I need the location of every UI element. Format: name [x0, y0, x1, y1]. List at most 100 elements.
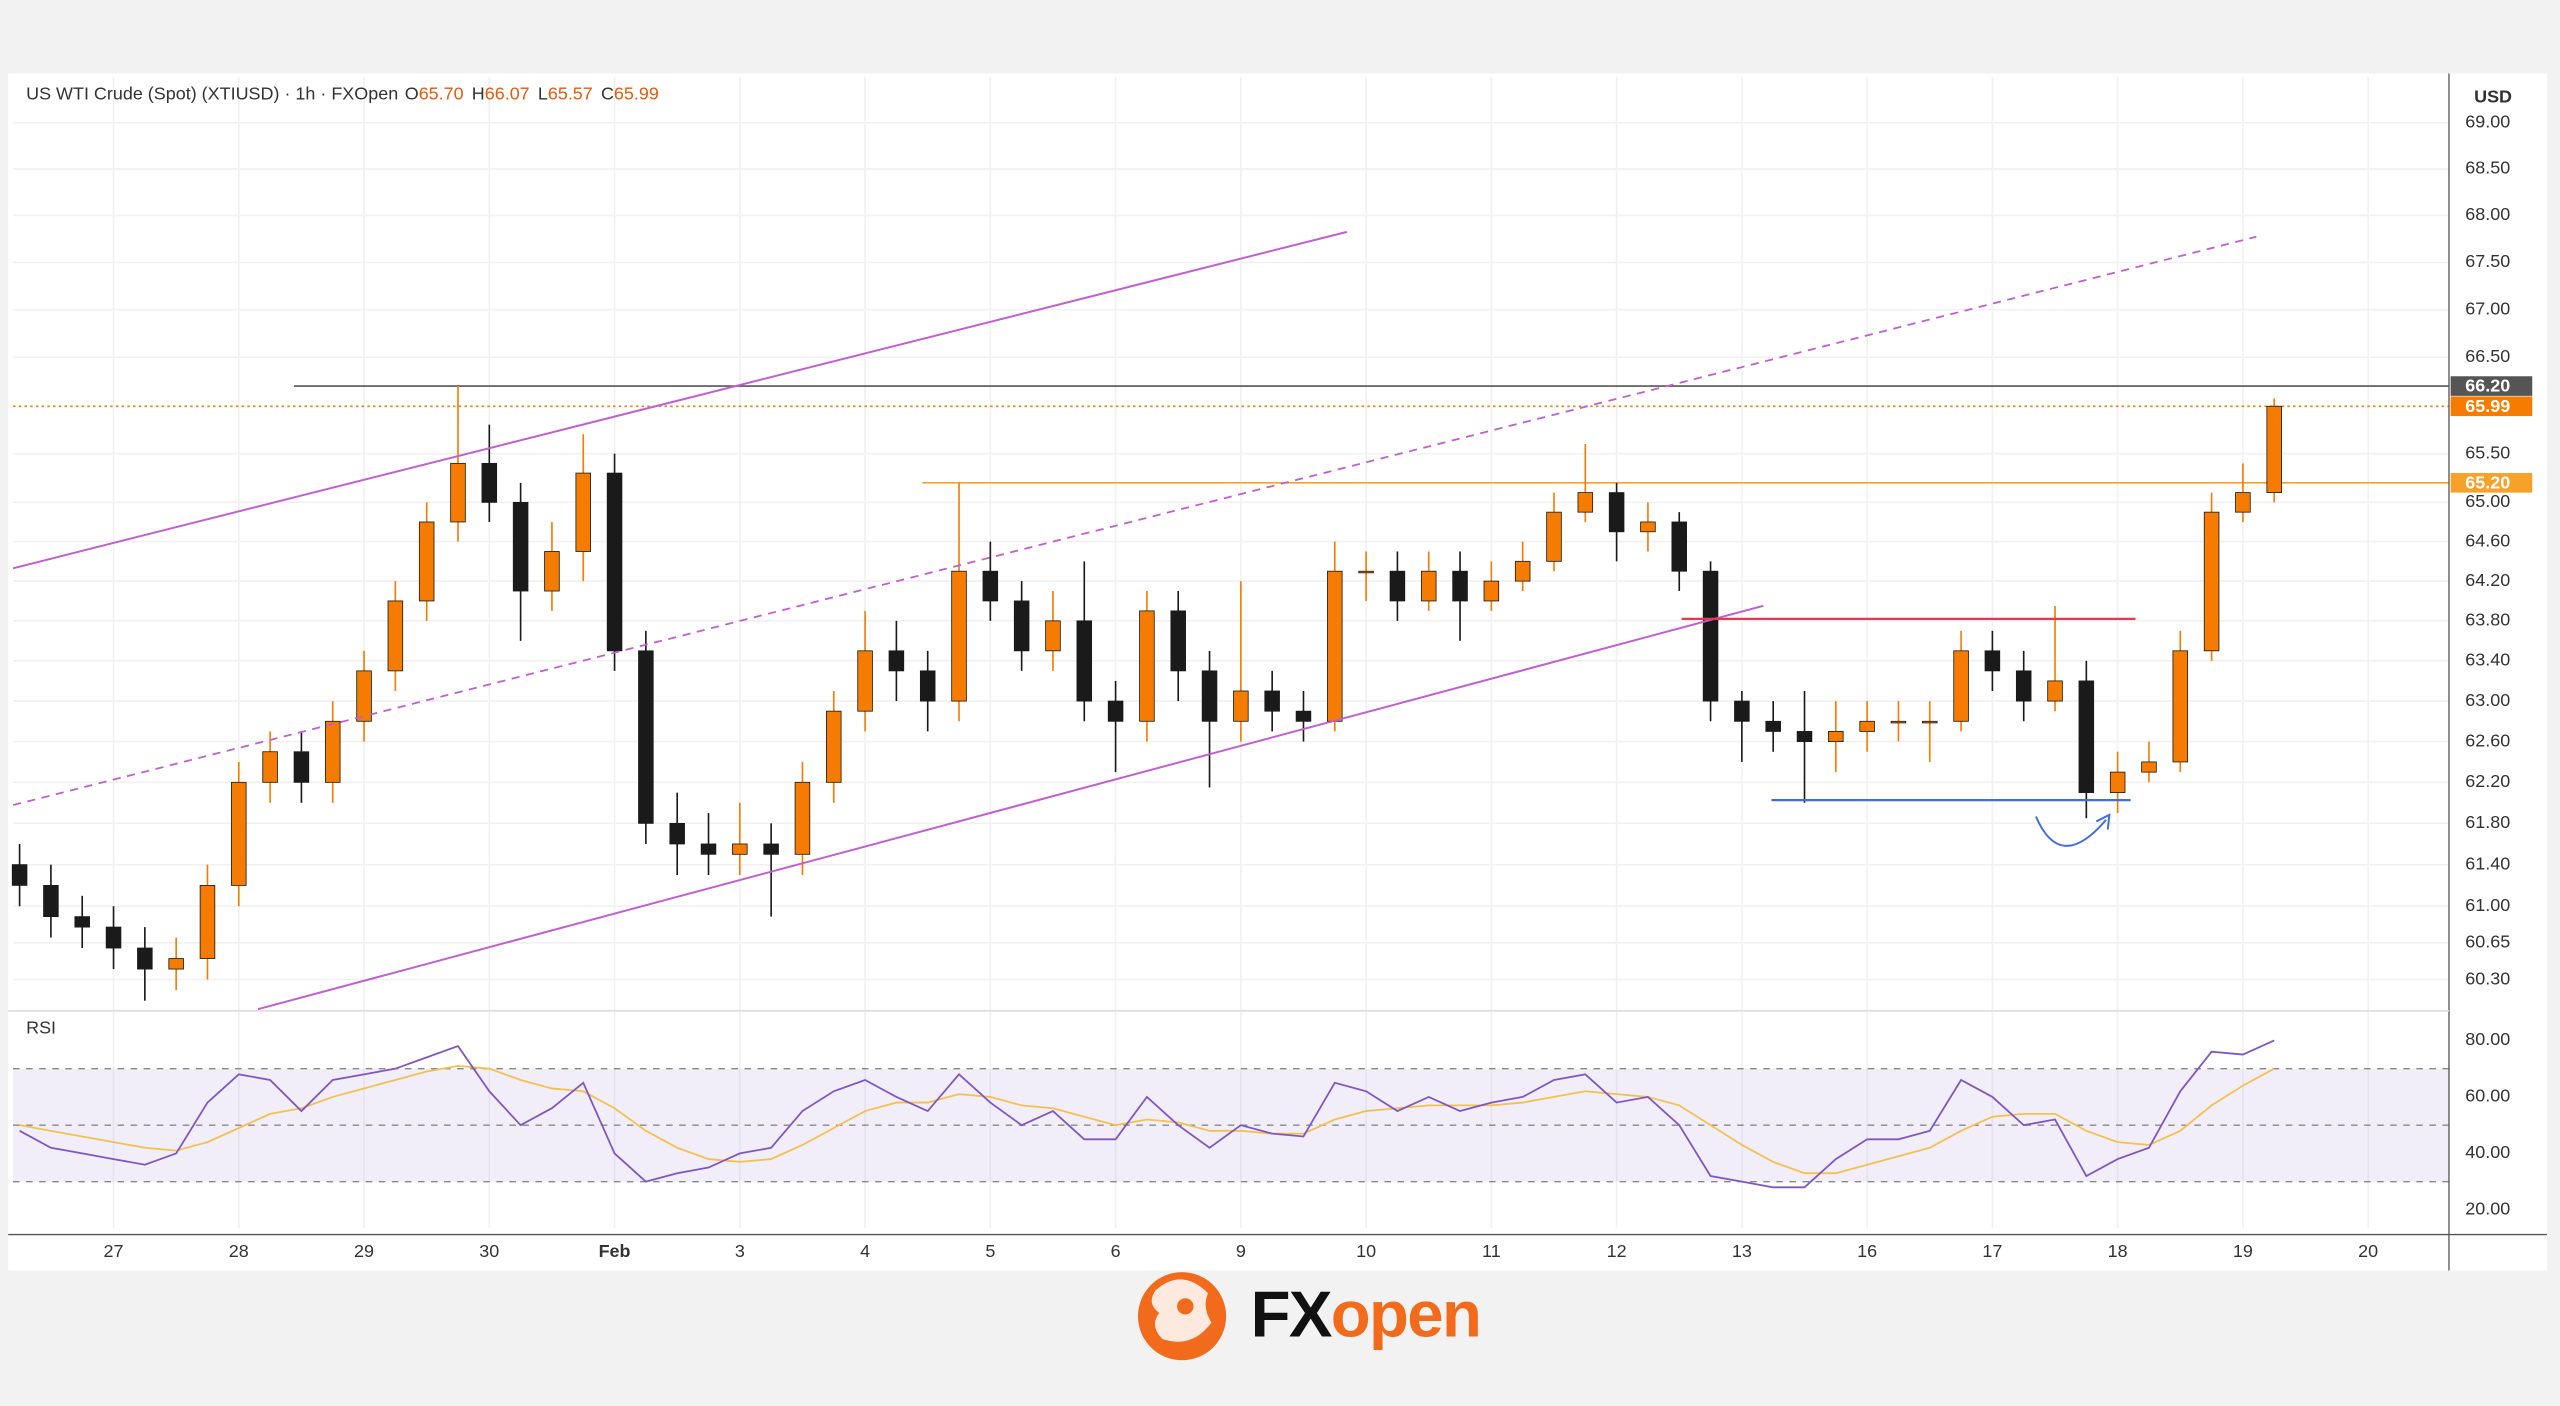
- candle-body: [1264, 690, 1280, 712]
- candle-body: [1139, 610, 1155, 722]
- y-tick-label: 64.20: [2465, 570, 2510, 590]
- candle-body: [1295, 710, 1312, 722]
- logo-fx: FX: [1251, 1278, 1332, 1351]
- y-tick-label: 67.00: [2465, 298, 2510, 318]
- y-tick-label: 67.50: [2465, 251, 2510, 271]
- x-tick-label: 11: [1482, 1241, 1501, 1261]
- candle-body: [1327, 570, 1343, 722]
- candle-body: [919, 670, 936, 702]
- x-tick-label: 10: [1356, 1241, 1376, 1261]
- candle-body: [74, 916, 90, 928]
- candle-body: [418, 521, 435, 602]
- y-tick-label: 62.20: [2465, 771, 2510, 791]
- x-tick-label: 16: [1857, 1241, 1877, 1261]
- candle-body: [262, 751, 278, 783]
- candle-body: [2047, 680, 2063, 702]
- candle-body: [1922, 720, 1938, 724]
- logo-text: FXopen: [1251, 1278, 1481, 1351]
- ohlc-key: C: [601, 83, 614, 103]
- symbol-header: US WTI Crude (Spot) (XTIUSD) · 1h · FXOp…: [26, 83, 659, 103]
- candle-body: [700, 843, 717, 855]
- rebound-arrow: [2035, 816, 2107, 847]
- x-tick-label: 13: [1732, 1241, 1752, 1261]
- candle-body: [1702, 570, 1719, 702]
- symbol: US WTI Crude (Spot) (XTIUSD) · 1h · FXOp…: [26, 83, 398, 103]
- candle-body: [2172, 650, 2189, 763]
- price-level-label: 65.99: [2465, 396, 2510, 416]
- candle-body: [763, 843, 779, 855]
- logo-eye: [1177, 1298, 1194, 1315]
- candle-body: [43, 884, 59, 918]
- x-tick-label: 29: [354, 1241, 374, 1261]
- ohlc-key: L: [538, 83, 548, 103]
- price-level-label: 66.20: [2465, 376, 2510, 396]
- x-tick-label: 27: [104, 1241, 124, 1261]
- y-tick-label: 63.40: [2465, 650, 2510, 670]
- candle-body: [2235, 492, 2251, 513]
- y-tick-label: 61.00: [2465, 895, 2510, 915]
- candle-body: [1233, 690, 1249, 722]
- rsi-ma-line: [19, 1064, 2275, 1175]
- x-tick-label: 6: [1111, 1241, 1121, 1261]
- candle-body: [356, 670, 372, 722]
- currency-label: USD: [2474, 87, 2512, 107]
- rsi-tick-label: 40.00: [2465, 1142, 2510, 1162]
- x-tick-label: Feb: [599, 1241, 631, 1261]
- y-tick-label: 68.50: [2465, 158, 2510, 178]
- candle-body: [1859, 720, 1875, 732]
- logo-open: open: [1331, 1278, 1480, 1351]
- candle-body: [1107, 700, 1124, 722]
- candle-body: [1640, 521, 1656, 533]
- x-tick-label: 28: [229, 1241, 249, 1261]
- candle-body: [1452, 570, 1468, 602]
- ohlc-value: 65.99: [614, 83, 659, 103]
- price-pane: [11, 385, 2449, 1001]
- candle-body: [1890, 720, 1907, 724]
- candle-body: [1389, 570, 1406, 602]
- candle-body: [1577, 492, 1594, 513]
- candle-body: [1076, 620, 1093, 702]
- candle-body: [669, 822, 685, 845]
- candle-body: [1608, 492, 1625, 533]
- price-level-tag: [2450, 376, 2533, 396]
- candle-body: [199, 884, 216, 959]
- logo: FXopen: [1137, 1272, 1482, 1361]
- candle-body: [1358, 570, 1374, 574]
- candle-body: [2203, 511, 2220, 652]
- ohlc-value: 66.07: [485, 83, 530, 103]
- rsi-pane: [13, 1039, 2449, 1189]
- candle-body: [544, 551, 560, 592]
- candle-body: [2109, 771, 2126, 793]
- candle-body: [168, 958, 184, 970]
- candle-body: [1201, 670, 1218, 722]
- candle-body: [1013, 600, 1030, 652]
- candle-body: [2078, 680, 2095, 793]
- y-tick-label: 64.60: [2465, 530, 2510, 550]
- candle-body: [1796, 731, 1813, 742]
- candle-body: [231, 781, 247, 886]
- y-tick-label: 68.00: [2465, 204, 2510, 224]
- candle-body: [826, 710, 842, 783]
- x-tick-label: 17: [1982, 1241, 2002, 1261]
- x-tick-label: 3: [735, 1241, 745, 1261]
- drawings: [12, 230, 2257, 1011]
- candle-body: [1734, 700, 1750, 722]
- candle-body: [512, 501, 529, 592]
- y-tick-label: 63.00: [2465, 690, 2510, 710]
- candle-body: [732, 843, 748, 855]
- candle-body: [638, 650, 654, 824]
- candle-body: [1765, 720, 1781, 732]
- candle-body: [1546, 511, 1562, 562]
- candle-body: [105, 926, 122, 949]
- arrow-head: [2095, 813, 2111, 830]
- y-tick-label: 65.50: [2465, 442, 2510, 462]
- ohlc-value: 65.70: [419, 83, 464, 103]
- x-tick-label: 30: [479, 1241, 499, 1261]
- candle-body: [387, 600, 404, 672]
- x-tick-label: 5: [985, 1241, 995, 1261]
- channel-upper: [12, 230, 1348, 570]
- ohlc-value: 65.57: [548, 83, 593, 103]
- candle-body: [888, 650, 905, 672]
- y-tick-label: 61.80: [2465, 812, 2510, 832]
